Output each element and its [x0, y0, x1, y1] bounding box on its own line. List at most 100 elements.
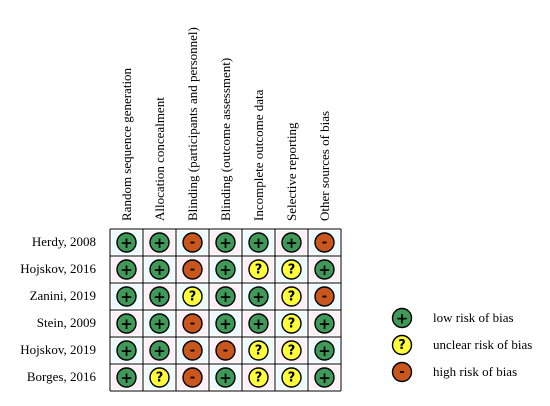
high-glyph: -: [190, 263, 195, 278]
legend-low-symbol: +: [391, 307, 413, 329]
unclear-glyph: ?: [189, 290, 197, 305]
low-circle: [149, 340, 170, 361]
legend-unclear-symbol: ?: [391, 334, 413, 356]
cell-low-symbol: +: [215, 313, 236, 334]
cell-low-symbol: +: [248, 232, 269, 253]
low-circle: [281, 232, 302, 253]
low-circle: [149, 313, 170, 334]
low-glyph: +: [318, 261, 331, 279]
cell-high-symbol: -: [182, 313, 203, 334]
legend-label: low risk of bias: [433, 310, 514, 325]
cell-low-symbol: +: [149, 286, 170, 307]
study-label: Borges, 2016: [26, 369, 96, 384]
low-circle: [149, 286, 170, 307]
cell-low-symbol: +: [215, 232, 236, 253]
low-glyph: +: [219, 288, 232, 306]
cell-unclear-symbol: ?: [281, 259, 302, 280]
low-glyph: +: [153, 315, 166, 333]
low-glyph: +: [285, 234, 298, 252]
low-glyph: +: [252, 288, 265, 306]
low-circle: [215, 367, 236, 388]
high-circle: [182, 367, 203, 388]
study-label: Hojskov, 2019: [20, 342, 96, 357]
unclear-glyph: ?: [255, 344, 263, 359]
low-glyph: +: [252, 234, 265, 252]
cell-low-symbol: +: [116, 259, 137, 280]
low-circle: [215, 286, 236, 307]
cell-low-symbol: +: [116, 367, 137, 388]
unclear-circle: [281, 340, 302, 361]
high-circle: [182, 340, 203, 361]
study-label: Hojskov, 2016: [20, 261, 96, 276]
cell-low-symbol: +: [215, 286, 236, 307]
cell-high-symbol: -: [182, 259, 203, 280]
unclear-circle: [281, 367, 302, 388]
study-label: Zanini, 2019: [29, 288, 96, 303]
high-glyph: -: [322, 236, 327, 251]
cell-unclear-symbol: ?: [182, 286, 203, 307]
cell-high-symbol: -: [182, 232, 203, 253]
cell-unclear-symbol: ?: [248, 259, 269, 280]
cell-high-symbol: -: [182, 340, 203, 361]
cell-unclear-symbol: ?: [149, 367, 170, 388]
unclear-circle: [391, 334, 413, 356]
low-glyph: +: [219, 369, 232, 387]
cell-high-symbol: -: [215, 340, 236, 361]
cell-unclear-symbol: ?: [248, 340, 269, 361]
cell-unclear-symbol: ?: [281, 340, 302, 361]
low-glyph: +: [120, 369, 133, 387]
high-glyph: -: [190, 317, 195, 332]
low-glyph: +: [120, 342, 133, 360]
low-circle: [248, 286, 269, 307]
high-glyph: -: [190, 371, 195, 386]
low-glyph: +: [219, 234, 232, 252]
unclear-glyph: ?: [288, 371, 296, 386]
low-circle: [116, 340, 137, 361]
legend-label: high risk of bias: [433, 364, 518, 379]
high-circle: [182, 259, 203, 280]
cell-high-symbol: -: [314, 232, 335, 253]
high-glyph: -: [223, 344, 228, 359]
low-circle: [314, 313, 335, 334]
low-circle: [149, 232, 170, 253]
legend-label: unclear risk of bias: [433, 337, 533, 352]
cell-low-symbol: +: [314, 313, 335, 334]
cell-low-symbol: +: [281, 232, 302, 253]
unclear-circle: [248, 259, 269, 280]
unclear-glyph: ?: [288, 263, 296, 278]
unclear-circle: [281, 286, 302, 307]
high-circle: [182, 232, 203, 253]
low-circle: [215, 259, 236, 280]
low-glyph: +: [153, 261, 166, 279]
unclear-circle: [182, 286, 203, 307]
cell-unclear-symbol: ?: [248, 367, 269, 388]
cell-low-symbol: +: [149, 259, 170, 280]
cell-low-symbol: +: [149, 340, 170, 361]
low-circle: [149, 259, 170, 280]
unclear-glyph: ?: [398, 338, 406, 353]
cell-low-symbol: +: [314, 259, 335, 280]
low-glyph: +: [153, 234, 166, 252]
low-glyph: +: [153, 342, 166, 360]
high-circle: [314, 232, 335, 253]
cell-low-symbol: +: [248, 286, 269, 307]
low-circle: [391, 307, 413, 329]
high-glyph: -: [399, 365, 404, 380]
cell-unclear-symbol: ?: [281, 313, 302, 334]
low-glyph: +: [252, 315, 265, 333]
low-circle: [314, 259, 335, 280]
unclear-glyph: ?: [288, 290, 296, 305]
unclear-glyph: ?: [255, 263, 263, 278]
unclear-circle: [248, 367, 269, 388]
high-glyph: -: [190, 344, 195, 359]
cell-unclear-symbol: ?: [281, 367, 302, 388]
high-glyph: -: [322, 290, 327, 305]
unclear-circle: [281, 313, 302, 334]
low-circle: [215, 313, 236, 334]
low-glyph: +: [120, 315, 133, 333]
cell-low-symbol: +: [314, 367, 335, 388]
cell-low-symbol: +: [116, 286, 137, 307]
low-glyph: +: [318, 315, 331, 333]
low-glyph: +: [318, 369, 331, 387]
